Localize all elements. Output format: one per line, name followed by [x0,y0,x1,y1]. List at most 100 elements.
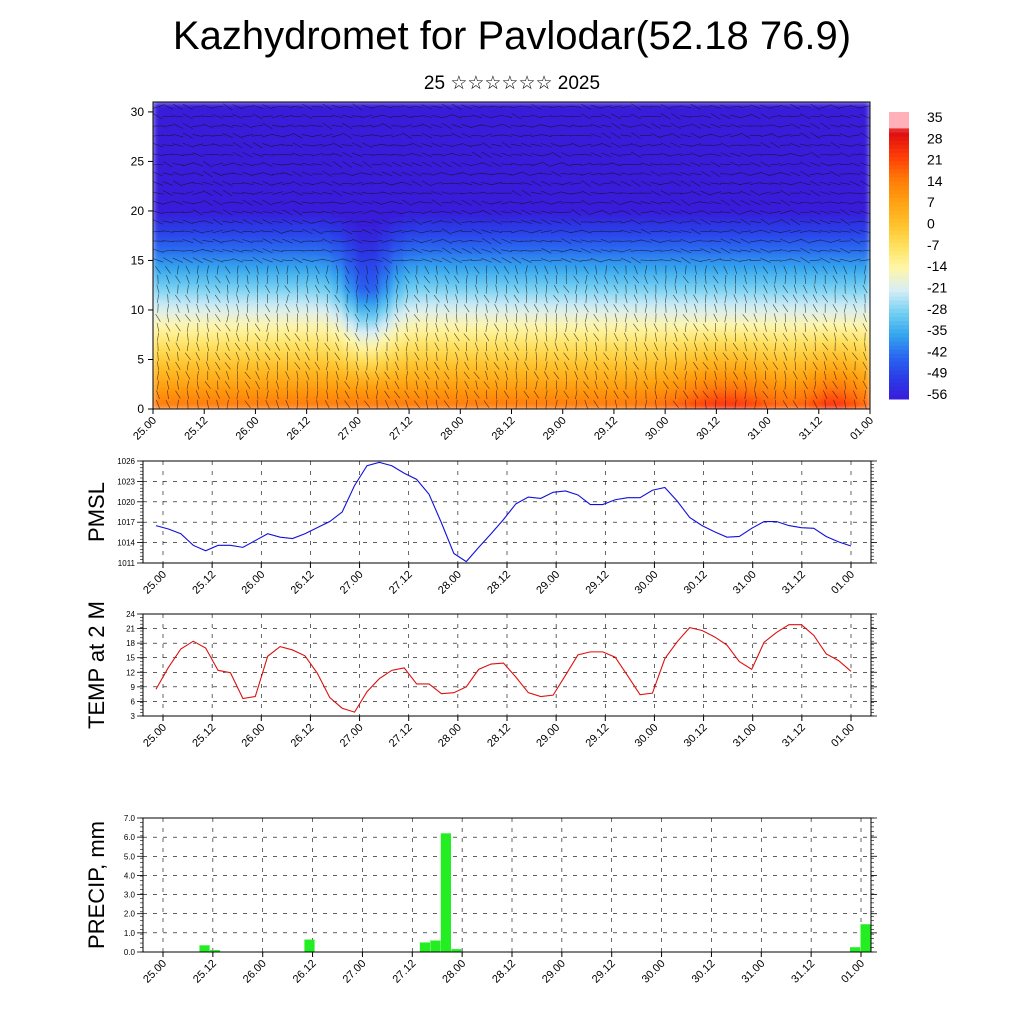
heatmap-cell [714,291,728,300]
wind-barb [754,274,757,284]
heatmap-cell [319,357,333,366]
wind-barb [483,381,490,389]
heatmap-cell [379,167,393,176]
heatmap-cell [690,174,704,183]
wind-barb [262,133,273,138]
heatmap-cell [283,123,297,132]
wind-barb [712,275,719,284]
heatmap-cell [224,123,238,132]
heatmap-cell [558,342,572,352]
wind-barb [236,361,239,371]
heatmap-cell [522,320,536,330]
heatmap-cell [606,306,620,315]
heatmap-cell [690,291,704,300]
wind-barb [264,304,271,313]
wind-barb [613,284,619,294]
wind-barb [824,399,826,409]
heatmap-cell [283,218,297,227]
wind-barb [704,265,707,275]
heatmap-cell [224,152,238,161]
heatmap-cell [797,357,811,366]
heatmap-cell [702,276,716,286]
heatmap-cell [630,247,644,256]
heatmap-cell [845,211,859,220]
wind-barb [431,134,443,137]
heatmap-cell [750,371,763,381]
wind-barb [620,105,632,109]
heatmap-cell [833,240,847,249]
wind-barb [670,230,682,233]
wind-barb [415,303,418,313]
heatmap-cell [343,371,357,381]
heatmap-cell [618,108,632,118]
heatmap-cell [307,233,321,242]
heatmap-cell [522,379,536,388]
heatmap-cell [582,262,596,271]
heatmap-cell [809,371,823,381]
wind-barb [256,361,259,371]
wind-barb [185,371,191,380]
heatmap-cell [499,320,512,330]
wind-barb [799,221,811,223]
heatmap-cell [212,196,226,205]
heatmap-cell [522,306,536,315]
wind-barb [495,332,498,342]
heatmap-cell [355,320,369,330]
heatmap-cell [582,174,596,183]
wind-barb [331,220,343,223]
wind-barb [366,313,369,323]
heatmap-cell [833,393,847,403]
wind-barb [246,361,249,371]
heatmap-cell [260,138,273,147]
heatmap-cell [797,328,811,337]
heatmap-cell [797,320,811,330]
wind-barb [302,229,313,234]
wind-barb [331,230,343,233]
wind-barb [794,303,796,313]
heatmap-cell [821,328,835,337]
wind-barb [754,399,757,409]
heatmap-cell [511,328,524,337]
heatmap-cell [379,276,393,286]
wind-barb [336,265,339,275]
wind-barb [222,173,234,175]
wind-barb [425,332,428,342]
heatmap-cell [750,306,763,315]
wind-barb [232,172,244,176]
wind-barb [753,294,758,304]
wind-barb [674,265,678,275]
heatmap-cell [475,342,489,352]
heatmap-cell [355,364,369,373]
heatmap-cell [738,284,751,293]
heatmap-cell [714,211,728,220]
wind-barb [772,361,779,370]
heatmap-cell [678,174,692,183]
wind-barb [674,303,678,313]
wind-barb [286,390,289,400]
heatmap-cell [367,298,381,308]
heatmap-cell [451,371,465,381]
wind-barb [664,313,668,323]
heatmap-cell [857,152,870,161]
wind-barb [575,322,578,332]
heatmap-cell [200,342,214,352]
heatmap-cell [594,379,608,388]
wind-barb [660,163,672,166]
heatmap-cell [618,386,632,395]
heatmap-cell [176,233,190,242]
heatmap-cell [200,247,214,256]
heatmap-cell [260,167,273,176]
heatmap-cell [630,269,644,278]
heatmap-cell [475,393,489,403]
heatmap-cell [153,181,166,191]
heatmap-cell [773,328,787,337]
heatmap-cell [439,284,453,293]
heatmap-cell [295,276,309,286]
wind-barb [634,284,638,294]
wind-barb [685,265,687,275]
wind-barb [839,124,851,128]
wind-barb [660,182,672,185]
wind-barb [401,124,413,128]
heatmap-cell [809,298,823,308]
wind-barb [762,342,768,351]
